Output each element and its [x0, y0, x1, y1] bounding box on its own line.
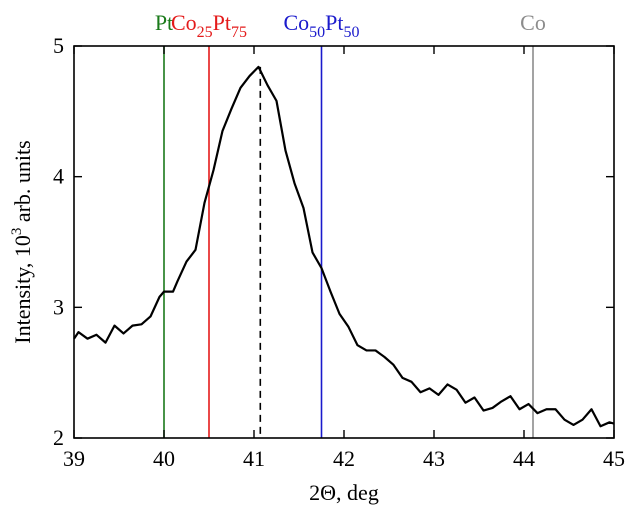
- series-group: [73, 65, 615, 428]
- reference-label-subscript: 25: [197, 24, 213, 41]
- x-tick-label: 45: [603, 446, 625, 471]
- x-tick-label: 44: [513, 446, 535, 471]
- reference-label: Co25Pt75: [171, 10, 247, 41]
- x-tick-label: 43: [423, 446, 445, 471]
- y-axis-title-post: arb. units: [10, 140, 35, 227]
- y-axis-ticks: 2 3 4 5: [53, 33, 614, 450]
- x-tick-label: 42: [333, 446, 355, 471]
- reference-lines: [163, 46, 534, 438]
- y-axis-title-pre: Intensity, 10: [10, 235, 35, 344]
- reference-label-subscript: 75: [231, 24, 247, 41]
- x-axis-ticks: 39 40 41 42 43 44 45: [63, 46, 625, 471]
- x-tick-label: 39: [63, 446, 85, 471]
- reference-label-part: Co: [171, 10, 197, 35]
- y-axis-title: Intensity, 103 arb. units: [9, 140, 35, 343]
- reference-label: Co: [520, 10, 546, 35]
- y-axis-title-sup: 3: [9, 228, 25, 236]
- reference-label: Pt: [155, 10, 173, 35]
- reference-label: Co50Pt50: [283, 10, 359, 41]
- reference-label-part: Co: [283, 10, 309, 35]
- reference-label-part: Pt: [325, 10, 343, 35]
- y-tick-label: 3: [53, 294, 64, 319]
- reference-label-part: Pt: [155, 10, 173, 35]
- x-axis-title: 2Θ, deg: [309, 480, 379, 505]
- x-tick-label: 41: [243, 446, 265, 471]
- reference-label-part: Pt: [213, 10, 231, 35]
- y-tick-label: 2: [53, 425, 64, 450]
- reference-label-subscript: 50: [344, 24, 360, 41]
- x-tick-label: 40: [153, 446, 175, 471]
- reference-label-part: Co: [520, 10, 546, 35]
- reference-label-subscript: 50: [309, 24, 325, 41]
- y-tick-label: 4: [53, 164, 64, 189]
- y-tick-label: 5: [53, 33, 64, 58]
